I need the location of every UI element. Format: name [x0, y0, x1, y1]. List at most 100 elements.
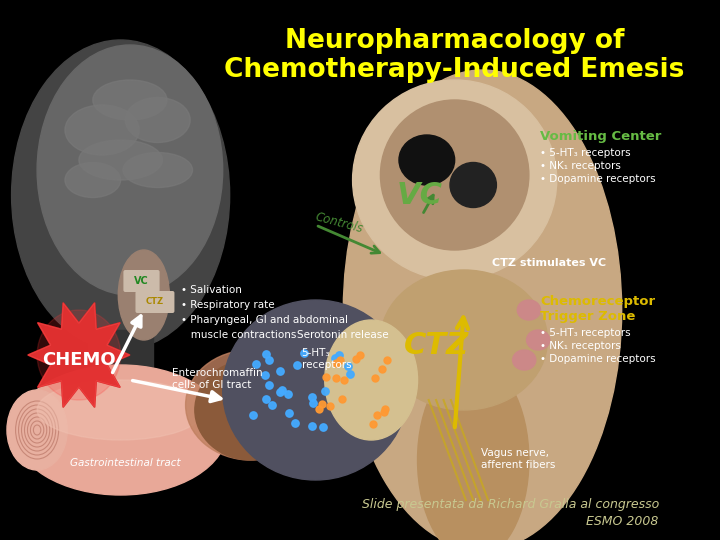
- Point: [333, 351, 345, 360]
- Point: [367, 420, 379, 428]
- Text: CTZ stimulates VC: CTZ stimulates VC: [492, 258, 606, 268]
- Point: [259, 370, 271, 379]
- Ellipse shape: [418, 360, 529, 540]
- Polygon shape: [28, 303, 130, 407]
- Text: Slide presentata da Richard Gralla al congresso
ESMO 2008: Slide presentata da Richard Gralla al co…: [361, 498, 659, 528]
- Text: CHEMO: CHEMO: [42, 351, 116, 369]
- Ellipse shape: [513, 350, 536, 370]
- Ellipse shape: [353, 80, 557, 280]
- Text: 5-HT₃
receptors: 5-HT₃ receptors: [302, 348, 351, 370]
- Ellipse shape: [325, 320, 418, 440]
- Text: Trigger Zone: Trigger Zone: [540, 310, 635, 323]
- Point: [382, 356, 393, 364]
- FancyBboxPatch shape: [135, 291, 174, 313]
- Point: [338, 376, 350, 384]
- Text: Controls: Controls: [314, 210, 364, 235]
- Ellipse shape: [93, 80, 167, 120]
- Point: [266, 401, 278, 409]
- Point: [306, 393, 318, 402]
- Text: VC: VC: [134, 276, 148, 286]
- Point: [350, 355, 361, 364]
- Point: [334, 356, 346, 364]
- Text: • 5-HT₃ receptors: • 5-HT₃ receptors: [540, 148, 631, 158]
- Point: [330, 354, 341, 362]
- Point: [307, 399, 319, 407]
- Point: [376, 364, 387, 373]
- Text: Vomiting Center: Vomiting Center: [540, 130, 662, 143]
- Point: [320, 373, 332, 381]
- Point: [369, 374, 381, 382]
- Ellipse shape: [222, 300, 408, 480]
- Ellipse shape: [37, 380, 204, 440]
- Text: • NK₁ receptors: • NK₁ receptors: [540, 341, 621, 351]
- Text: • Dopamine receptors: • Dopamine receptors: [540, 174, 656, 184]
- Ellipse shape: [195, 360, 306, 460]
- Ellipse shape: [380, 270, 547, 410]
- Point: [274, 387, 286, 396]
- Ellipse shape: [186, 350, 315, 460]
- Point: [330, 374, 342, 382]
- Point: [283, 408, 294, 417]
- Ellipse shape: [37, 45, 222, 295]
- Point: [276, 386, 287, 394]
- Ellipse shape: [380, 100, 529, 250]
- Point: [330, 359, 341, 367]
- Text: Serotonin release: Serotonin release: [297, 330, 389, 340]
- Point: [372, 411, 383, 420]
- Point: [298, 348, 310, 357]
- Text: Gastrointestinal tract: Gastrointestinal tract: [70, 458, 180, 468]
- Point: [379, 405, 391, 414]
- Text: muscle contractions: muscle contractions: [181, 330, 297, 340]
- Point: [306, 422, 318, 430]
- Ellipse shape: [79, 140, 163, 180]
- Point: [247, 410, 258, 419]
- Point: [320, 387, 331, 395]
- Text: • Pharyngeal, GI and abdominal: • Pharyngeal, GI and abdominal: [181, 315, 348, 325]
- Ellipse shape: [65, 105, 139, 155]
- Point: [282, 389, 294, 398]
- Text: Chemoreceptor: Chemoreceptor: [540, 295, 655, 308]
- Ellipse shape: [14, 365, 228, 495]
- Point: [343, 370, 355, 379]
- Ellipse shape: [12, 40, 230, 350]
- Ellipse shape: [343, 70, 621, 540]
- Point: [274, 366, 286, 375]
- Text: • 5-HT₃ receptors: • 5-HT₃ receptors: [540, 328, 631, 338]
- Ellipse shape: [125, 98, 190, 143]
- Point: [313, 404, 325, 413]
- Text: Enterochromaffin
cells of GI tract: Enterochromaffin cells of GI tract: [171, 368, 262, 390]
- Ellipse shape: [65, 163, 121, 198]
- Point: [289, 418, 300, 427]
- Ellipse shape: [450, 163, 496, 207]
- Text: Neuropharmacology of
Chemotherapy-Induced Emesis: Neuropharmacology of Chemotherapy-Induce…: [225, 28, 685, 83]
- FancyBboxPatch shape: [123, 270, 160, 292]
- Point: [354, 351, 366, 360]
- Point: [317, 423, 328, 431]
- Point: [342, 362, 354, 370]
- Ellipse shape: [7, 390, 67, 470]
- Point: [251, 359, 262, 368]
- Ellipse shape: [123, 152, 192, 187]
- Text: • Salivation: • Salivation: [181, 285, 242, 295]
- Point: [378, 408, 390, 416]
- Ellipse shape: [118, 250, 169, 340]
- Ellipse shape: [399, 135, 454, 185]
- Point: [336, 394, 348, 403]
- Ellipse shape: [37, 310, 121, 400]
- Bar: [88, 330, 153, 410]
- Ellipse shape: [517, 300, 541, 320]
- Text: • Respiratory rate: • Respiratory rate: [181, 300, 274, 310]
- Text: • Dopamine receptors: • Dopamine receptors: [540, 354, 656, 364]
- Text: VC: VC: [397, 180, 442, 210]
- Text: • NK₁ receptors: • NK₁ receptors: [540, 161, 621, 171]
- Text: CTZ: CTZ: [146, 298, 164, 307]
- Point: [261, 349, 272, 358]
- Point: [324, 402, 336, 410]
- Point: [264, 355, 275, 364]
- Text: CTZ: CTZ: [403, 330, 469, 360]
- Ellipse shape: [526, 330, 550, 350]
- Point: [261, 394, 272, 403]
- Polygon shape: [28, 303, 130, 407]
- Text: Vagus nerve,
afferent fibers: Vagus nerve, afferent fibers: [481, 448, 555, 470]
- Point: [316, 400, 328, 409]
